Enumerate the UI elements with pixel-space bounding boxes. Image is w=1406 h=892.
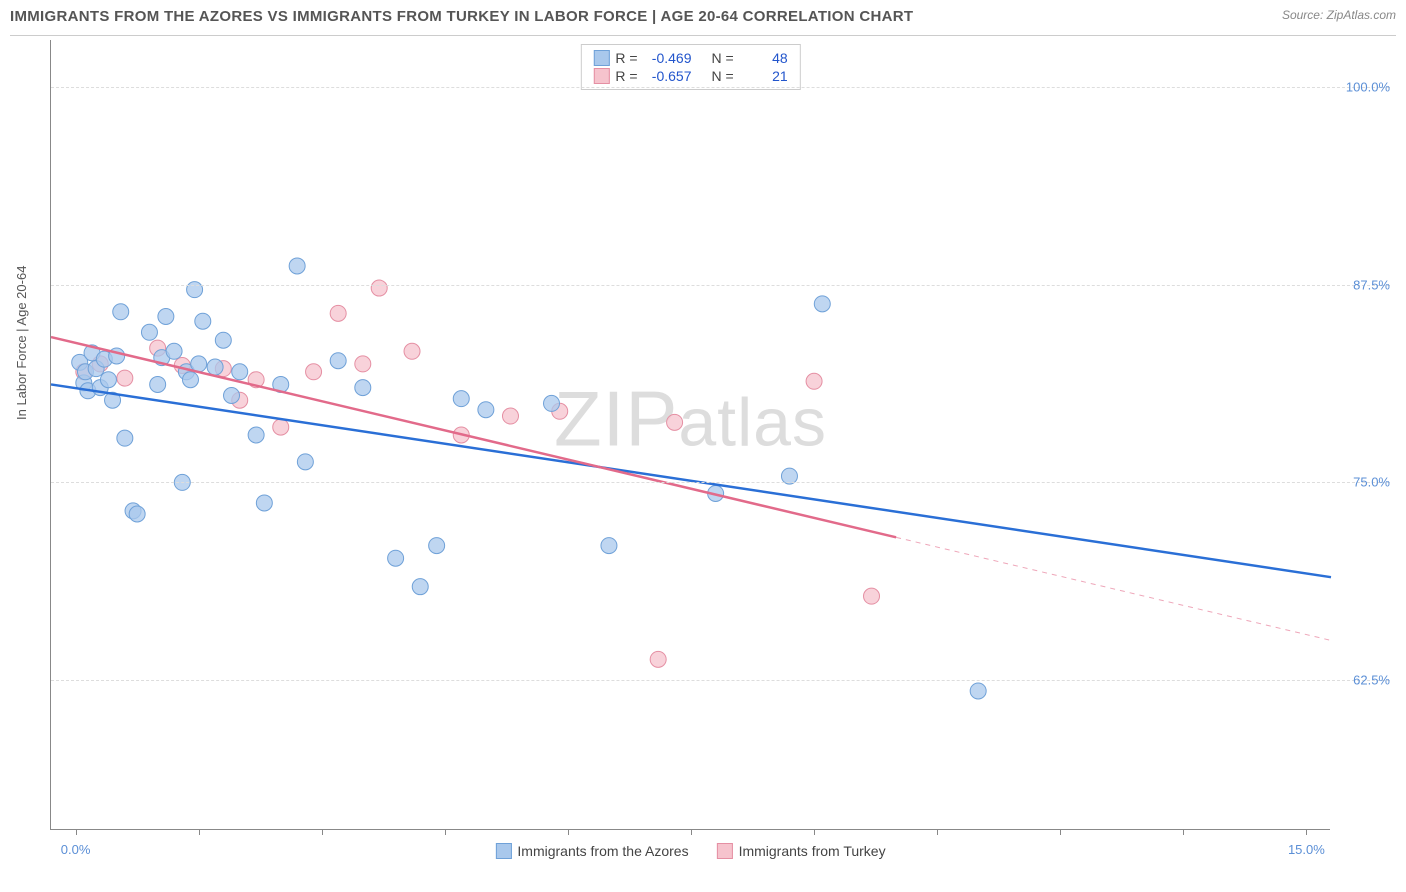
swatch-series-2 [593, 68, 609, 84]
scatter-point [306, 364, 322, 380]
stat-r-value-2: -0.657 [644, 68, 692, 84]
scatter-point [182, 372, 198, 388]
scatter-point [371, 280, 387, 296]
scatter-point [330, 353, 346, 369]
scatter-point [601, 538, 617, 554]
stat-n-value-2: 21 [740, 68, 788, 84]
bottom-legend: Immigrants from the Azores Immigrants fr… [495, 843, 885, 859]
scatter-point [355, 356, 371, 372]
gridline-h [51, 680, 1390, 681]
y-tick-label: 75.0% [1335, 475, 1390, 490]
scatter-point [970, 683, 986, 699]
legend-swatch-1 [495, 843, 511, 859]
scatter-point [864, 588, 880, 604]
x-tick-label-left: 0.0% [61, 842, 91, 857]
x-tick [76, 829, 77, 835]
scatter-point [113, 304, 129, 320]
x-tick [199, 829, 200, 835]
source-label: Source: ZipAtlas.com [1282, 8, 1396, 22]
stat-n-label: N = [712, 50, 734, 66]
scatter-point [667, 414, 683, 430]
scatter-point [429, 538, 445, 554]
title-bar: IMMIGRANTS FROM THE AZORES VS IMMIGRANTS… [10, 8, 1396, 36]
scatter-point [330, 305, 346, 321]
x-tick [937, 829, 938, 835]
scatter-point [100, 372, 116, 388]
scatter-point [289, 258, 305, 274]
legend-label-1: Immigrants from the Azores [517, 843, 688, 859]
y-axis-label: In Labor Force | Age 20-64 [14, 266, 29, 420]
scatter-point [478, 402, 494, 418]
plot-area: ZIPatlas R = -0.469 N = 48 R = -0.657 N … [50, 40, 1330, 830]
regression-line [51, 384, 1331, 577]
scatter-point [117, 370, 133, 386]
legend-swatch-2 [717, 843, 733, 859]
x-tick [1306, 829, 1307, 835]
scatter-point [166, 343, 182, 359]
x-tick [568, 829, 569, 835]
scatter-point [207, 359, 223, 375]
scatter-point [412, 579, 428, 595]
y-tick-label: 100.0% [1335, 80, 1390, 95]
scatter-point [248, 427, 264, 443]
scatter-point [453, 391, 469, 407]
scatter-point [806, 373, 822, 389]
scatter-point [150, 376, 166, 392]
scatter-point [195, 313, 211, 329]
scatter-point [388, 550, 404, 566]
scatter-point [256, 495, 272, 511]
stat-n-value-1: 48 [740, 50, 788, 66]
stat-r-label: R = [615, 50, 637, 66]
scatter-point [158, 309, 174, 325]
scatter-point [215, 332, 231, 348]
scatter-point [232, 364, 248, 380]
swatch-series-1 [593, 50, 609, 66]
regression-line-dashed [896, 537, 1331, 640]
x-tick-label-right: 15.0% [1288, 842, 1325, 857]
legend-item-1: Immigrants from the Azores [495, 843, 688, 859]
scatter-point [129, 506, 145, 522]
regression-line [51, 337, 896, 537]
stats-row-series-1: R = -0.469 N = 48 [593, 49, 787, 67]
scatter-point [141, 324, 157, 340]
scatter-point [404, 343, 420, 359]
stat-n-label: N = [712, 68, 734, 84]
x-tick [814, 829, 815, 835]
stat-r-value-1: -0.469 [644, 50, 692, 66]
gridline-h [51, 482, 1390, 483]
scatter-point [650, 651, 666, 667]
gridline-h [51, 87, 1390, 88]
scatter-point [814, 296, 830, 312]
x-tick [1060, 829, 1061, 835]
chart-container: IMMIGRANTS FROM THE AZORES VS IMMIGRANTS… [0, 0, 1406, 892]
stats-box: R = -0.469 N = 48 R = -0.657 N = 21 [580, 44, 800, 90]
x-tick [1183, 829, 1184, 835]
legend-label-2: Immigrants from Turkey [739, 843, 886, 859]
stats-row-series-2: R = -0.657 N = 21 [593, 67, 787, 85]
scatter-point [544, 395, 560, 411]
scatter-point [355, 380, 371, 396]
gridline-h [51, 285, 1390, 286]
x-tick [691, 829, 692, 835]
scatter-point [297, 454, 313, 470]
chart-title: IMMIGRANTS FROM THE AZORES VS IMMIGRANTS… [10, 8, 913, 25]
x-tick [445, 829, 446, 835]
stat-r-label: R = [615, 68, 637, 84]
legend-item-2: Immigrants from Turkey [717, 843, 886, 859]
scatter-point [117, 430, 133, 446]
y-tick-label: 87.5% [1335, 277, 1390, 292]
scatter-point [273, 419, 289, 435]
x-tick [322, 829, 323, 835]
scatter-point [224, 388, 240, 404]
y-tick-label: 62.5% [1335, 672, 1390, 687]
plot-svg [51, 40, 1330, 829]
scatter-point [502, 408, 518, 424]
